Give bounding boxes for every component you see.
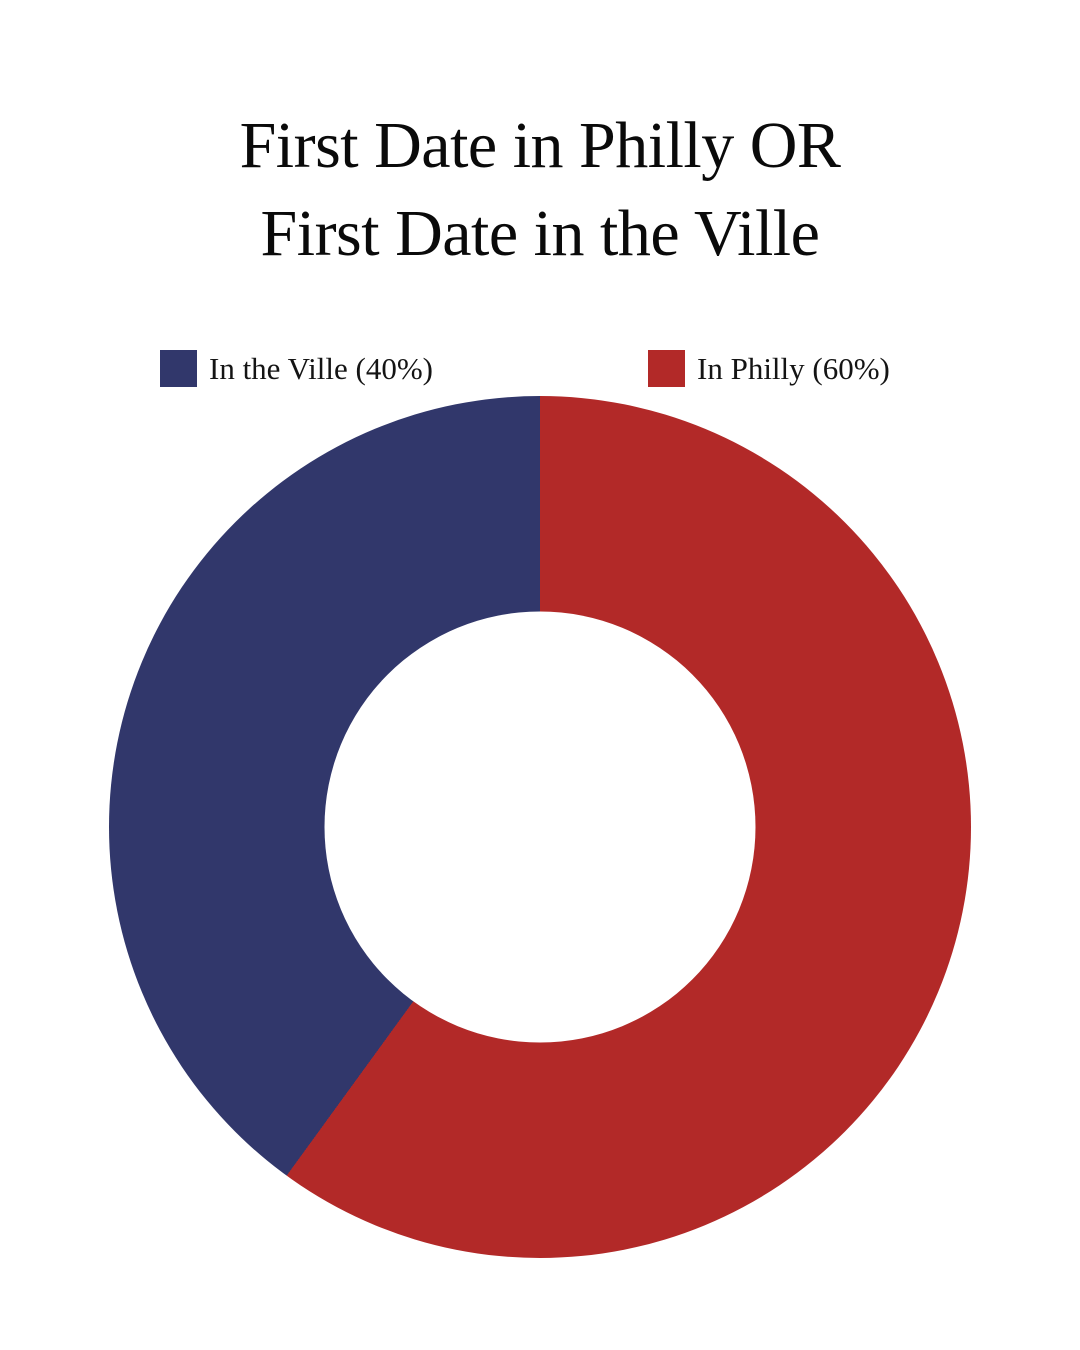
chart-title: First Date in Philly OR First Date in th… xyxy=(0,102,1080,278)
legend-item-in-the-ville: In the Ville (40%) xyxy=(160,350,433,387)
donut-hole xyxy=(324,611,756,1043)
chart-title-line-2: First Date in the Ville xyxy=(260,197,820,270)
chart-title-line-1: First Date in Philly OR xyxy=(239,109,841,182)
legend-swatch-philly-icon xyxy=(648,350,685,387)
legend-label-ville: In the Ville (40%) xyxy=(209,351,433,386)
legend-swatch-ville-icon xyxy=(160,350,197,387)
legend-label-philly: In Philly (60%) xyxy=(697,351,890,386)
legend-item-in-philly: In Philly (60%) xyxy=(648,350,890,387)
donut-chart xyxy=(109,396,971,1258)
